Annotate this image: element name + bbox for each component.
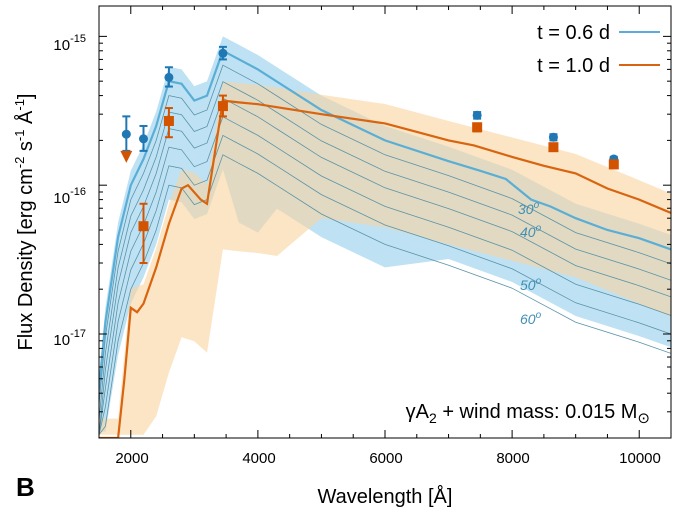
legend-label-1.0d: t = 1.0 d — [537, 55, 610, 77]
y-axis-title: Flux Density [erg cm-2 s-1 Å-1] — [12, 94, 37, 351]
angle-label-30: 30o — [518, 200, 540, 217]
orange-point-5 — [608, 159, 619, 170]
x-tick-label-10000: 10000 — [619, 450, 661, 467]
angle-model-line-2 — [99, 81, 671, 421]
legend: t = 0.6 d t = 1.0 d — [537, 22, 660, 77]
blue-point-2 — [164, 72, 174, 82]
panel-label: B — [16, 472, 35, 502]
angle-model-line-6 — [99, 154, 671, 436]
angle-label-50: 50o — [520, 276, 542, 293]
blue-point-5 — [548, 132, 558, 142]
svg-text:10-15: 10-15 — [53, 33, 86, 54]
angle-model-line-1 — [99, 64, 671, 405]
x-tick-label-6000: 6000 — [369, 450, 402, 467]
orange-point-3 — [472, 122, 483, 133]
model-bands — [99, 36, 671, 435]
model-annotation: γA2 + wind mass: 0.015 M⊙ — [406, 401, 650, 427]
blue-point-0 — [121, 129, 131, 139]
y-tick-label-1e-17: 10-17 — [53, 328, 86, 349]
legend-label-0.6d: t = 0.6 d — [537, 22, 610, 44]
blue-point-3 — [218, 48, 228, 58]
orange-point-1 — [163, 115, 174, 126]
angle-model-lines — [99, 64, 671, 436]
x-axis-title: Wavelength [Å] — [318, 485, 453, 508]
angle-label-60: 60o — [520, 310, 542, 327]
x-tick-label-2000: 2000 — [115, 450, 148, 467]
orange-upper-limit — [120, 150, 133, 163]
orange-point-0 — [138, 221, 149, 232]
svg-text:10-16: 10-16 — [53, 186, 86, 207]
angle-model-line-5 — [99, 134, 671, 435]
angle-label-40: 40o — [520, 223, 542, 240]
y-tick-label-1e-16: 10-16 — [53, 186, 86, 207]
orange-point-4 — [548, 142, 559, 153]
series-line-0.6d — [99, 49, 671, 391]
x-tick-label-4000: 4000 — [242, 450, 275, 467]
observed-points — [120, 45, 619, 264]
svg-text:10-17: 10-17 — [53, 328, 86, 349]
y-tick-label-1e-15: 10-15 — [53, 33, 86, 54]
axis-ticks — [99, 6, 672, 439]
band-1.0d — [99, 81, 671, 435]
orange-point-2 — [217, 101, 228, 112]
blue-point-4 — [472, 110, 482, 120]
x-tick-label-8000: 8000 — [496, 450, 529, 467]
blue-point-1 — [138, 134, 148, 144]
